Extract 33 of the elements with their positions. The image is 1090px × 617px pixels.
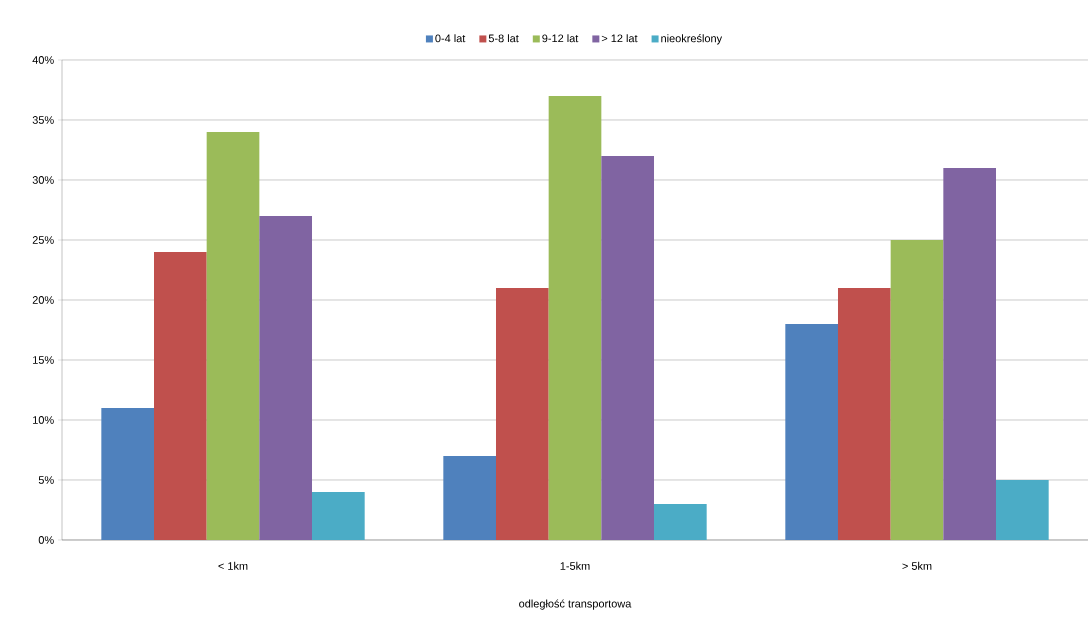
legend-label: 0-4 lat: [435, 34, 466, 43]
y-tick-label: 35%: [32, 116, 54, 124]
bar: [548, 95, 602, 540]
bar: [943, 167, 996, 540]
y-tick-label: 5%: [38, 476, 54, 484]
bar: [654, 503, 707, 540]
legend-label: > 12 lat: [601, 34, 638, 43]
bar: [101, 407, 154, 540]
x-tick-label: > 5km: [902, 561, 932, 570]
x-axis-title: odległość transportowa: [519, 599, 632, 610]
bar: [496, 287, 549, 540]
bar: [154, 251, 207, 540]
y-tick-label: 40%: [32, 56, 54, 64]
y-tick-label: 20%: [32, 296, 54, 304]
legend-label: nieokreślony: [661, 34, 723, 45]
bar: [890, 239, 944, 540]
y-tick-label: 10%: [33, 416, 54, 424]
bar: [206, 131, 260, 540]
bar: [785, 323, 838, 540]
bar: [601, 155, 655, 540]
y-tick-label: 30%: [32, 176, 54, 184]
legend-label: 9-12 lat: [542, 34, 579, 43]
bar: [996, 479, 1049, 540]
bar: [837, 287, 891, 540]
y-tick-label: 15%: [33, 356, 54, 364]
bar: [443, 455, 496, 540]
bar: [259, 215, 313, 540]
x-tick-label: < 1km: [218, 561, 248, 570]
x-tick-label: 1-5km: [560, 561, 590, 570]
bar: [312, 491, 365, 540]
y-tick-label: 0%: [38, 536, 54, 544]
y-tick-label: 25%: [32, 236, 54, 244]
legend-label: 5-8 lat: [488, 34, 519, 43]
